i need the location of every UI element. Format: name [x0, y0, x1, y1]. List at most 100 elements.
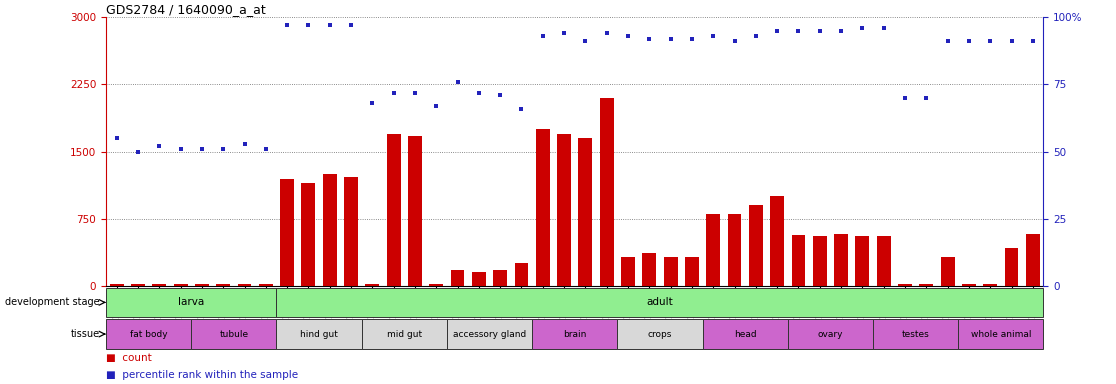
Bar [791, 235, 806, 286]
Point [470, 89, 488, 96]
Bar [323, 174, 337, 286]
Bar [408, 136, 422, 286]
Point [278, 22, 296, 28]
Point [257, 146, 275, 152]
Bar [532, 319, 617, 349]
Bar [106, 288, 277, 317]
Point [151, 143, 169, 149]
Bar [217, 283, 230, 286]
Bar [557, 134, 571, 286]
Point [875, 25, 893, 31]
Bar [983, 283, 997, 286]
Bar [493, 270, 507, 286]
Bar [1026, 234, 1040, 286]
Point [704, 33, 722, 39]
Bar [446, 319, 532, 349]
Bar [703, 319, 788, 349]
Point [555, 30, 573, 36]
Point [235, 141, 253, 147]
Point [449, 79, 466, 85]
Point [1023, 38, 1041, 45]
Bar [873, 319, 959, 349]
Text: tubule: tubule [219, 329, 249, 339]
Point [981, 38, 999, 45]
Bar [106, 319, 191, 349]
Text: tissue: tissue [70, 329, 99, 339]
Bar [812, 236, 827, 286]
Bar [749, 205, 762, 286]
Bar [277, 288, 1043, 317]
Bar [344, 177, 358, 286]
Text: brain: brain [564, 329, 586, 339]
Point [789, 28, 807, 34]
Point [385, 89, 403, 96]
Point [512, 106, 530, 112]
Text: ■  percentile rank within the sample: ■ percentile rank within the sample [106, 370, 298, 380]
Text: testes: testes [902, 329, 930, 339]
Point [854, 25, 872, 31]
Bar [277, 319, 362, 349]
Text: ■  count: ■ count [106, 353, 152, 363]
Bar [514, 263, 528, 286]
Point [619, 33, 637, 39]
Text: mid gut: mid gut [387, 329, 422, 339]
Point [193, 146, 211, 152]
Bar [472, 272, 485, 286]
Point [768, 28, 786, 34]
Bar [728, 214, 741, 286]
Bar [191, 319, 277, 349]
Bar [834, 234, 848, 286]
Bar [706, 214, 720, 286]
Bar [664, 257, 677, 286]
Point [641, 36, 658, 42]
Bar [599, 98, 614, 286]
Point [129, 149, 147, 155]
Bar [195, 283, 209, 286]
Bar [617, 319, 703, 349]
Point [577, 38, 595, 45]
Text: adult: adult [646, 297, 673, 308]
Text: fat body: fat body [129, 329, 167, 339]
Bar [174, 283, 187, 286]
Text: development stage: development stage [4, 297, 99, 308]
Bar [387, 134, 401, 286]
Point [364, 100, 382, 106]
Point [960, 38, 978, 45]
Bar [788, 319, 873, 349]
Point [343, 22, 360, 28]
Bar [362, 319, 446, 349]
Bar [301, 183, 316, 286]
Point [320, 22, 338, 28]
Point [406, 89, 424, 96]
Point [491, 92, 509, 98]
Text: accessory gland: accessory gland [453, 329, 526, 339]
Bar [365, 283, 379, 286]
Bar [153, 283, 166, 286]
Bar [941, 257, 954, 286]
Point [725, 38, 743, 45]
Point [299, 22, 317, 28]
Text: crops: crops [647, 329, 672, 339]
Bar [685, 257, 699, 286]
Bar [962, 283, 975, 286]
Point [598, 30, 616, 36]
Text: larva: larva [179, 297, 204, 308]
Bar [856, 236, 869, 286]
Bar [131, 283, 145, 286]
Point [108, 135, 126, 141]
Point [427, 103, 445, 109]
Point [214, 146, 232, 152]
Text: head: head [734, 329, 757, 339]
Bar [238, 283, 251, 286]
Bar [959, 319, 1043, 349]
Bar [898, 283, 912, 286]
Point [172, 146, 190, 152]
Bar [920, 283, 933, 286]
Point [939, 38, 956, 45]
Bar [451, 270, 464, 286]
Point [683, 36, 701, 42]
Point [747, 33, 764, 39]
Bar [430, 283, 443, 286]
Point [662, 36, 680, 42]
Bar [536, 129, 550, 286]
